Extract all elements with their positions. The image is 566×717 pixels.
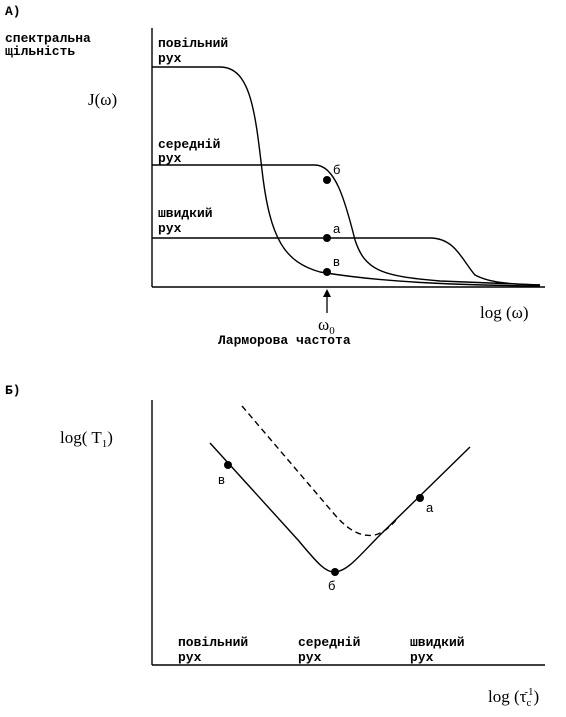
y-title: щільність xyxy=(5,44,75,59)
panel-label: А) xyxy=(5,4,21,19)
panel-b: Б) log( T1) в б а повільний рух середній… xyxy=(5,383,545,709)
panel-a: А) спектральна щільність J(ω) повільний … xyxy=(5,4,545,348)
curve-label: повільний xyxy=(158,36,228,51)
marker-label: ω0 xyxy=(318,315,335,337)
y-label: log( T1) xyxy=(60,428,113,450)
text-part: c xyxy=(526,697,531,709)
curve-label: середній xyxy=(158,137,220,152)
curve-label: рух xyxy=(158,221,182,236)
point xyxy=(224,461,232,469)
regime-label: рух xyxy=(178,650,202,665)
arrow-head xyxy=(323,289,331,297)
curve-slow xyxy=(152,66,541,287)
point-label: в xyxy=(333,254,340,269)
point xyxy=(323,268,331,276)
point-label: б xyxy=(333,162,340,177)
text-part: -1 xyxy=(524,686,533,698)
point-label: а xyxy=(426,500,434,515)
curve-label: рух xyxy=(158,151,182,166)
curve-fast xyxy=(152,237,541,286)
panel-label: Б) xyxy=(5,383,21,398)
point xyxy=(331,568,339,576)
curve-label: швидкий xyxy=(158,206,213,221)
point xyxy=(323,234,331,242)
point-label: а xyxy=(333,221,341,236)
point xyxy=(323,176,331,184)
text-part: ) xyxy=(107,428,113,447)
text-part: ω xyxy=(318,315,329,334)
point-label: в xyxy=(218,472,225,487)
curve-dashed xyxy=(241,405,397,537)
regime-label: повільний xyxy=(178,635,248,650)
point xyxy=(416,494,424,502)
regime-label: рух xyxy=(410,650,434,665)
text-part: ) xyxy=(534,687,540,706)
x-label: log (ω) xyxy=(480,303,529,322)
y-label: J(ω) xyxy=(88,90,117,109)
text-part: log( T xyxy=(60,428,102,447)
curve-medium xyxy=(152,164,541,286)
x-label: log (τc-1) xyxy=(488,686,539,709)
text-part: 0 xyxy=(329,325,335,337)
text-part: 1 xyxy=(102,438,108,450)
regime-label: середній xyxy=(298,635,360,650)
point-label: б xyxy=(328,578,335,593)
text-part: log (τ xyxy=(488,687,527,706)
regime-label: швидкий xyxy=(410,635,465,650)
marker-caption: Ларморова частота xyxy=(218,333,351,348)
y-title: спектральна xyxy=(5,31,91,46)
regime-label: рух xyxy=(298,650,322,665)
curve-label: рух xyxy=(158,51,182,66)
